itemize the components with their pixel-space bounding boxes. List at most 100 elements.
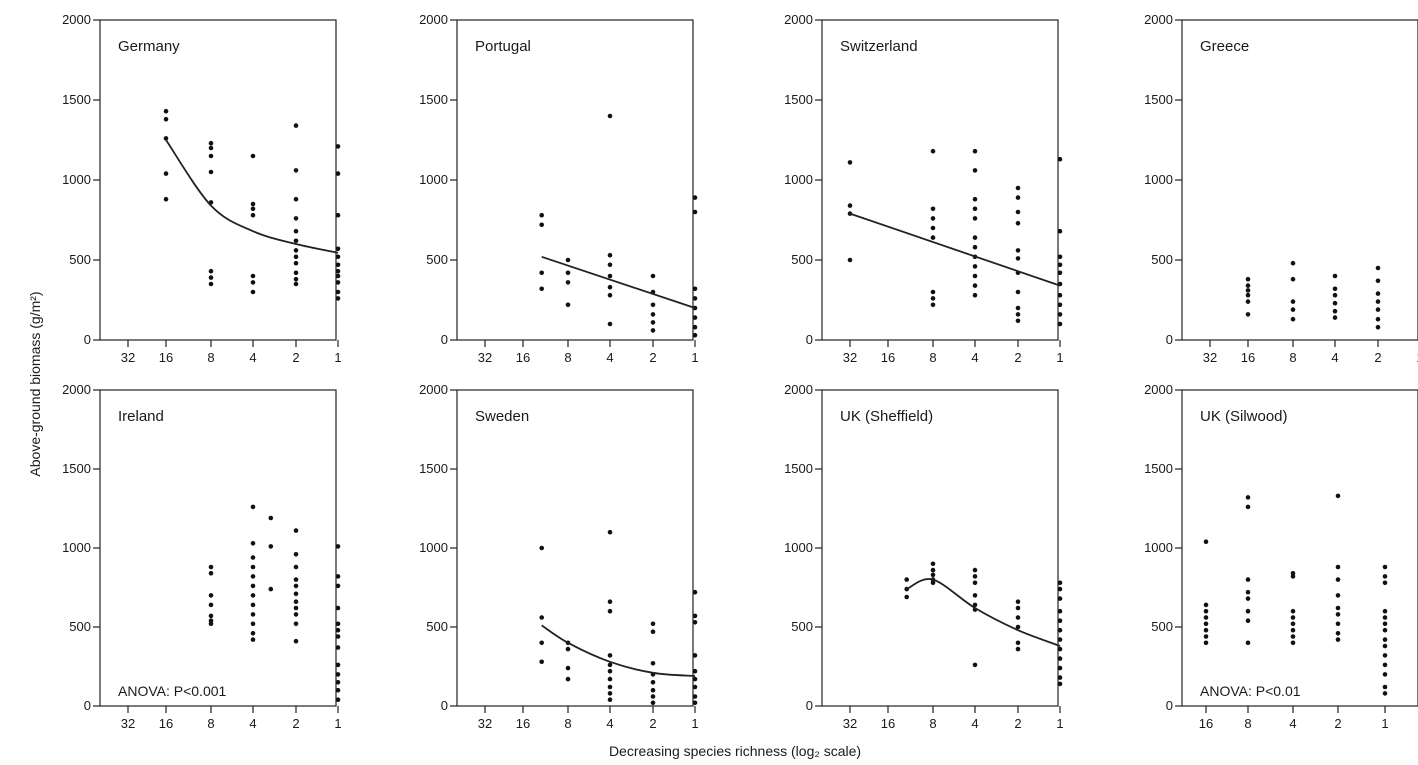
panel-portugal: 0 500 1000 1500 2000 32 16 8 4 2 1 Portugal	[419, 12, 699, 365]
data-point	[250, 631, 256, 636]
data-point	[972, 283, 978, 288]
data-point	[930, 235, 936, 240]
data-point	[930, 561, 936, 567]
data-point	[1015, 615, 1021, 620]
data-point	[1203, 634, 1209, 639]
data-point	[335, 296, 341, 301]
data-point	[1290, 634, 1296, 639]
x-tick-label: 4	[1331, 350, 1338, 365]
data-point	[1015, 195, 1021, 200]
data-point	[1335, 612, 1341, 617]
data-point	[293, 599, 299, 604]
data-point	[250, 564, 256, 570]
data-point	[972, 244, 978, 250]
data-point	[293, 254, 299, 260]
data-point	[1245, 283, 1251, 288]
data-point	[250, 206, 256, 212]
x-tick-label: 16	[159, 716, 173, 731]
data-point	[163, 196, 169, 202]
x-axis-label: Decreasing species richness (log₂ scale)	[609, 743, 861, 759]
panel-greece: 0 500 1000 1500 2000 32 16 8 4 2 1 Greece	[1144, 12, 1418, 365]
panel-frame	[1181, 389, 1418, 707]
data-point	[335, 662, 341, 668]
x-tick-label: 16	[881, 350, 895, 365]
data-point	[163, 116, 169, 122]
data-point	[1057, 270, 1063, 276]
data-point	[1057, 681, 1063, 687]
data-point	[565, 302, 571, 308]
data-point	[1290, 627, 1296, 633]
data-point	[1290, 316, 1296, 322]
x-tick-label: 1	[691, 716, 698, 731]
data-point	[208, 153, 214, 159]
data-point	[1332, 286, 1338, 292]
data-point	[208, 140, 214, 146]
y-tick-label: 1000	[784, 172, 813, 187]
y-tick-label: 2000	[784, 382, 813, 397]
data-point	[692, 653, 698, 658]
data-point	[1057, 254, 1063, 260]
data-point	[1203, 615, 1209, 620]
x-tick-label: 32	[121, 716, 135, 731]
x-tick-label: 4	[249, 716, 256, 731]
data-point	[539, 640, 544, 646]
data-point	[1382, 691, 1388, 696]
data-point	[293, 591, 299, 597]
data-point	[335, 680, 341, 685]
data-point	[293, 621, 299, 627]
data-point	[1015, 605, 1021, 611]
data-point	[972, 574, 978, 579]
data-point	[250, 574, 256, 579]
x-tick-label: 8	[207, 716, 214, 731]
data-point	[293, 216, 299, 221]
data-point	[1382, 608, 1388, 614]
panel-title: Greece	[1200, 38, 1249, 55]
data-point	[208, 564, 214, 570]
data-point	[293, 196, 299, 202]
panel-sweden: 0 500 1000 1500 2000 32 16 8 4 2 1 Sweden	[419, 382, 699, 731]
data-point	[930, 216, 936, 221]
data-point	[1290, 299, 1296, 304]
panel-title: UK (Silwood)	[1200, 408, 1288, 425]
x-tick-label: 8	[207, 350, 214, 365]
data-point	[539, 222, 544, 228]
data-point	[1382, 574, 1388, 579]
data-point	[1382, 627, 1388, 633]
data-point	[692, 209, 698, 215]
y-tick-label: 1000	[784, 540, 813, 555]
data-point	[335, 268, 341, 274]
data-point	[1057, 618, 1063, 623]
data-point	[250, 541, 256, 546]
data-point	[650, 302, 656, 308]
data-point	[1375, 278, 1381, 284]
data-point	[1332, 273, 1338, 279]
data-point	[1290, 574, 1296, 579]
x-tick-label: 8	[1289, 350, 1296, 365]
data-point	[1245, 577, 1251, 582]
x-tick-label: 2	[1334, 716, 1341, 731]
y-tick-label: 2000	[784, 12, 813, 27]
y-tick-label: 500	[1151, 619, 1173, 634]
data-point	[607, 252, 613, 258]
data-point	[163, 136, 169, 141]
data-point	[208, 169, 214, 175]
y-tick-label: 1500	[1144, 461, 1173, 476]
data-point	[208, 571, 214, 576]
data-point	[539, 545, 544, 551]
x-tick-label: 2	[292, 350, 299, 365]
data-point	[293, 281, 299, 287]
x-tick-label: 32	[843, 350, 857, 365]
data-point	[1332, 300, 1338, 306]
data-point	[208, 275, 214, 280]
data-point	[293, 238, 299, 244]
data-point	[335, 144, 341, 149]
x-tick-label: 16	[516, 350, 530, 365]
panel-title: Switzerland	[840, 38, 918, 55]
x-tick-label: 32	[478, 716, 492, 731]
y-tick-label: 2000	[62, 382, 91, 397]
data-point	[607, 113, 613, 119]
y-tick-label: 500	[1151, 252, 1173, 267]
panel-title: UK (Sheffield)	[840, 408, 933, 425]
